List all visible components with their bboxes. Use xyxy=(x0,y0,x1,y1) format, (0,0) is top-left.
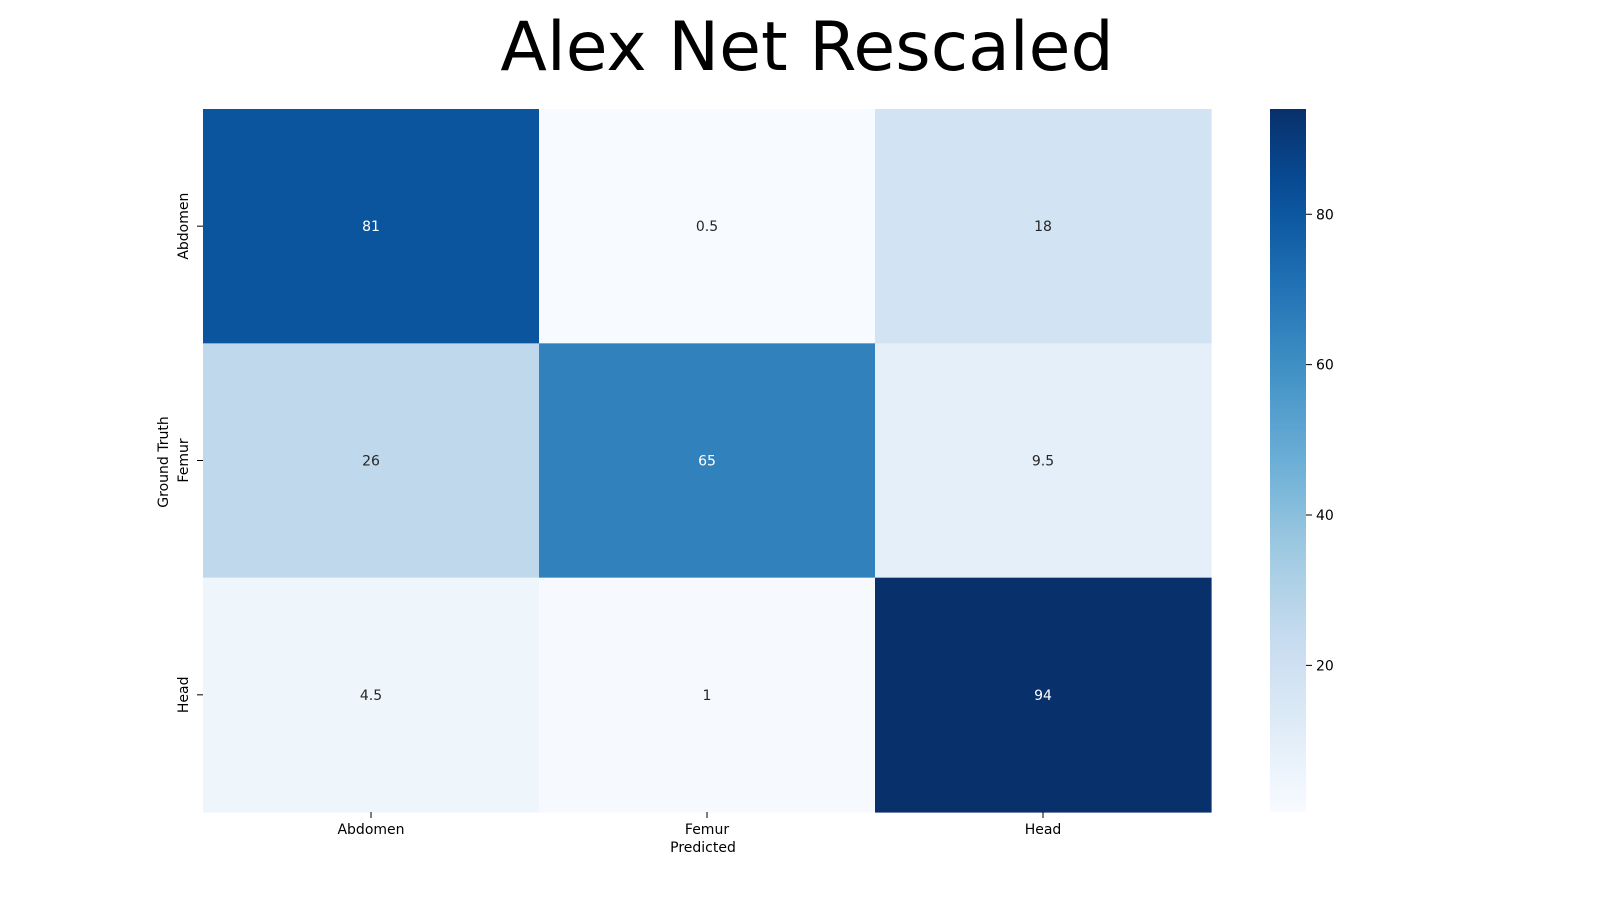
heatmap-cell-head-femur xyxy=(539,577,876,813)
cell-value-label: 26 xyxy=(362,453,380,469)
colorbar: 20 40 60 80 xyxy=(1270,109,1334,812)
y-tick-label: Femur xyxy=(176,438,192,482)
cell-value-label: 94 xyxy=(1034,688,1052,704)
heatmap-cell-femur-femur xyxy=(539,343,876,579)
colorbar-tick-label: 60 xyxy=(1316,358,1334,374)
x-tick-label: Abdomen xyxy=(337,822,404,838)
colorbar-tick-label: 80 xyxy=(1316,207,1334,223)
x-tick-label: Femur xyxy=(685,822,729,838)
cell-value-label: 65 xyxy=(698,453,716,469)
cell-value-label: 4.5 xyxy=(360,688,382,704)
x-axis: Abdomen Femur Head xyxy=(337,811,1062,838)
colorbar-tick-label: 20 xyxy=(1316,658,1334,674)
cell-value-label: 81 xyxy=(362,219,380,235)
x-tick-label: Head xyxy=(1025,822,1062,838)
colorbar-gradient xyxy=(1270,109,1306,812)
colorbar-tick-label: 40 xyxy=(1316,508,1334,524)
cell-value-label: 9.5 xyxy=(1032,453,1054,469)
heatmap-cell-femur-abdomen xyxy=(203,343,540,579)
y-axis-label: Ground Truth xyxy=(156,416,172,507)
cell-value-label: 18 xyxy=(1034,219,1052,235)
y-tick-label: Head xyxy=(176,677,192,714)
y-axis: Abdomen Femur Head xyxy=(176,193,203,713)
colorbar-ticks: 20 40 60 80 xyxy=(1306,207,1334,674)
x-axis-label: Predicted xyxy=(670,840,736,856)
heatmap-cell-head-abdomen xyxy=(203,577,540,813)
heatmap-cell-abdomen-abdomen xyxy=(203,109,540,344)
heatmap-cell-abdomen-femur xyxy=(539,109,876,344)
heatmap-cell-abdomen-head xyxy=(875,109,1212,344)
chart-title: Alex Net Rescaled xyxy=(500,8,1113,87)
heatmap-cell-femur-head xyxy=(875,343,1212,579)
y-tick-label: Abdomen xyxy=(176,193,192,260)
heatmap-cells: 81 0.5 18 26 65 9.5 4.5 1 94 xyxy=(203,109,1212,813)
cell-value-label: 1 xyxy=(703,688,712,704)
heatmap-cell-head-head xyxy=(875,577,1212,813)
cell-value-label: 0.5 xyxy=(696,219,718,235)
